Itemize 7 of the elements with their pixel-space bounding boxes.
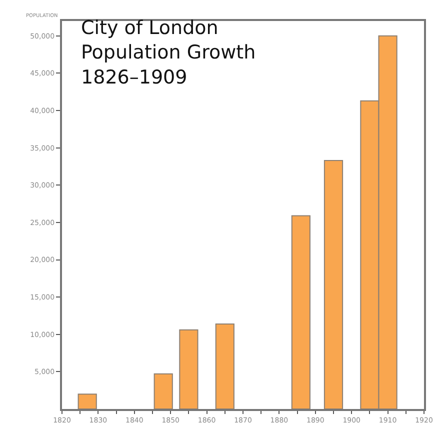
bar — [324, 160, 344, 409]
bar — [78, 394, 97, 409]
bar — [215, 323, 234, 409]
bar — [291, 215, 310, 409]
bar — [179, 329, 198, 409]
bar — [154, 373, 173, 409]
text: City of London Population Growth 1826–1909 — [81, 17, 256, 88]
